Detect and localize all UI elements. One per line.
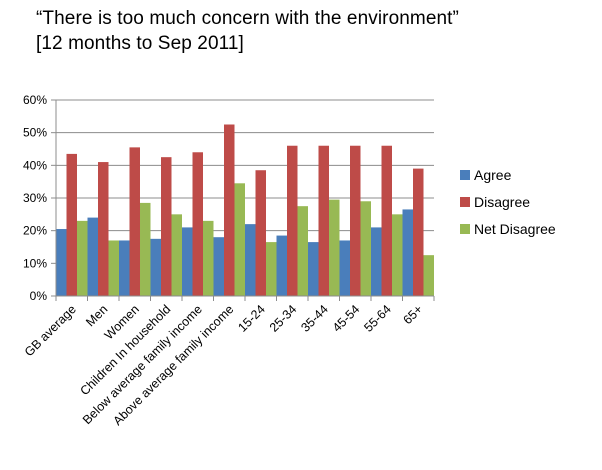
bar-net-disagree [77, 220, 88, 296]
bar-net-disagree [392, 214, 403, 296]
bar-agree [150, 238, 161, 296]
bar-agree [87, 217, 98, 296]
x-category-label: Men [83, 302, 110, 329]
bar-net-disagree [171, 214, 182, 296]
x-category-label: 35-44 [298, 302, 331, 335]
bar-agree [276, 235, 287, 296]
bar-net-disagree [108, 240, 119, 296]
legend-swatch [460, 170, 470, 180]
x-category-label: 65+ [400, 302, 425, 327]
legend-label: Net Disagree [474, 221, 556, 237]
bar-agree [245, 224, 256, 296]
legend-swatch [460, 224, 470, 234]
y-tick-label: 30% [23, 191, 47, 205]
x-category-label: 25-34 [267, 302, 300, 335]
bar-agree [213, 237, 224, 296]
x-category-label: 45-54 [330, 302, 363, 335]
bar-net-disagree [203, 220, 214, 296]
chart-title: “There is too much concern with the envi… [36, 6, 459, 56]
y-tick-label: 40% [23, 158, 47, 172]
bar-disagree [66, 153, 77, 296]
bar-agree [182, 227, 193, 296]
bar-net-disagree [140, 202, 151, 296]
bar-agree [119, 240, 130, 296]
bar-net-disagree [329, 199, 340, 296]
bar-agree [308, 242, 319, 296]
bar-disagree [129, 147, 140, 296]
bar-agree [402, 209, 413, 296]
bar-net-disagree [234, 183, 245, 296]
bar-disagree [224, 124, 235, 296]
bar-disagree [192, 152, 203, 296]
y-tick-label: 50% [23, 126, 47, 140]
title-line-2: [12 months to Sep 2011] [36, 33, 244, 54]
bar-disagree [381, 145, 392, 296]
bar-net-disagree [360, 201, 371, 296]
bar-disagree [413, 168, 424, 296]
y-tick-label: 20% [23, 224, 47, 238]
bar-disagree [161, 157, 172, 296]
legend-swatch [460, 197, 470, 207]
y-tick-label: 10% [23, 256, 47, 270]
bar-net-disagree [297, 206, 308, 296]
x-category-label: GB average [22, 302, 79, 359]
bar-agree [371, 227, 382, 296]
bar-disagree [98, 162, 109, 296]
bar-agree [56, 229, 67, 296]
legend-label: Agree [474, 167, 512, 183]
bar-disagree [350, 145, 361, 296]
bar-net-disagree [266, 242, 277, 296]
bar-disagree [287, 145, 298, 296]
bar-agree [339, 240, 350, 296]
bar-net-disagree [423, 255, 434, 296]
x-category-label: 15-24 [235, 302, 268, 335]
legend-label: Disagree [474, 194, 530, 210]
x-category-label: 55-64 [361, 302, 394, 335]
bar-disagree [318, 145, 329, 296]
y-tick-label: 0% [30, 289, 48, 303]
y-tick-label: 60% [23, 93, 47, 107]
title-line-1: “There is too much concern with the envi… [36, 8, 459, 29]
bar-disagree [255, 170, 266, 296]
